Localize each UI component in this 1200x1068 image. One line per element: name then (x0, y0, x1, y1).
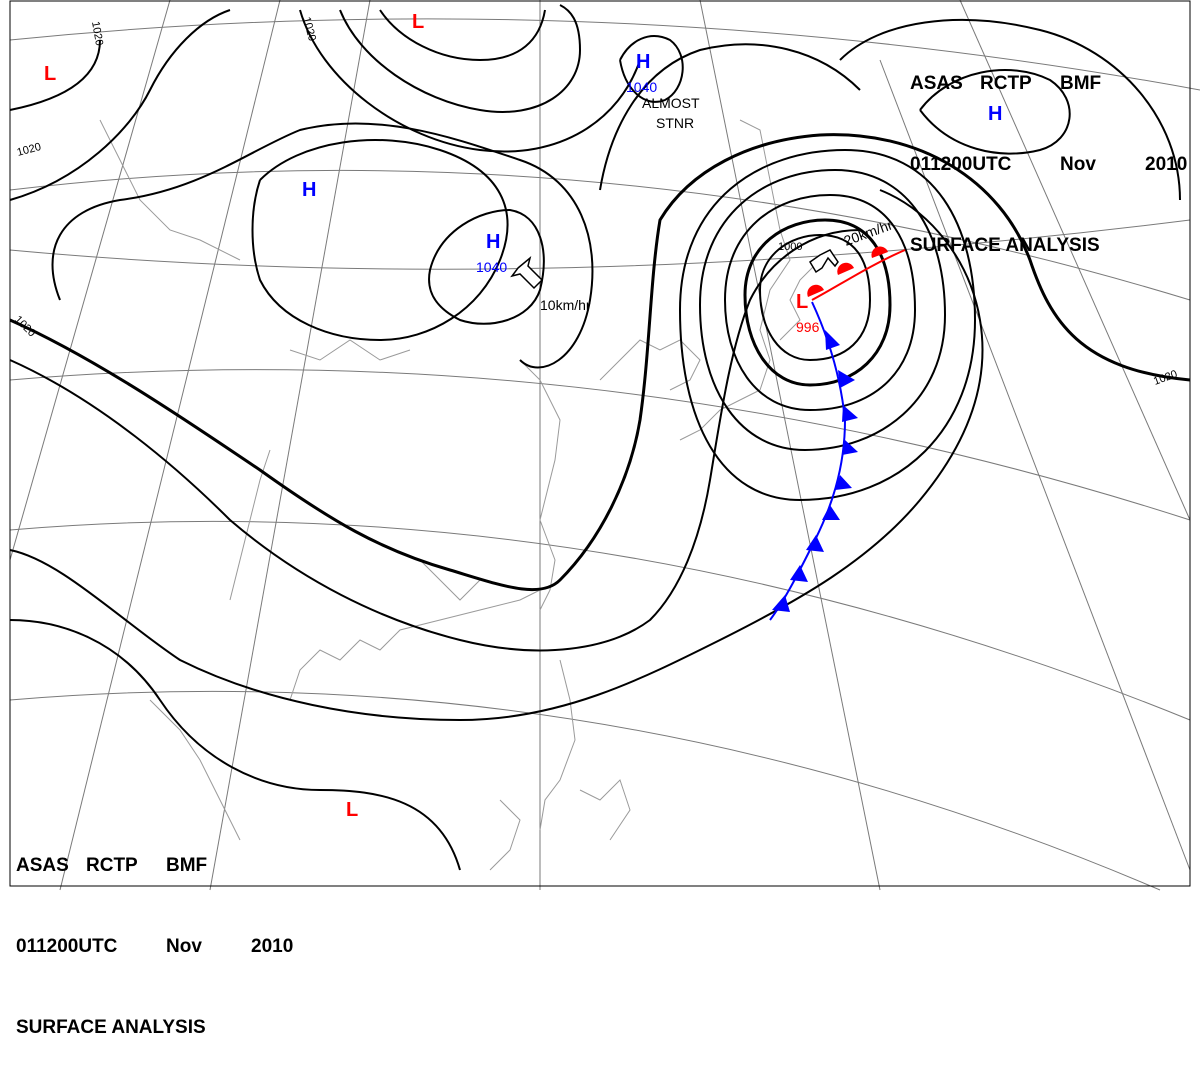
warm-front (807, 246, 906, 301)
high-center-value: 1040 (476, 259, 507, 275)
isobar-label: 1020 (16, 141, 43, 159)
header-office: BMF (166, 855, 208, 876)
motion-speed-label: 10km/hr (540, 297, 591, 313)
isobar-label: 1020 (12, 314, 38, 340)
annotation-line: STNR (656, 115, 694, 131)
header-product: SURFACE ANALYSIS (910, 235, 1100, 256)
graticule (9, 0, 1200, 891)
low-center-label: L (346, 799, 358, 821)
isobar-label: 1000 (778, 241, 802, 253)
high-center-label: H (486, 231, 500, 253)
header-product: SURFACE ANALYSIS (16, 1017, 206, 1038)
motion-speed-label: 20km/hr (842, 216, 895, 248)
header-year: 2010 (1145, 154, 1188, 175)
header-year: 2010 (251, 936, 294, 957)
isobar-label: 1020 (89, 20, 105, 46)
header-station: RCTP (86, 855, 138, 876)
header-bottom-left: ASAS RCTP BMF 011200UTC Nov 2010 SURFACE ANA… (16, 798, 311, 1068)
low-center-label: L (796, 291, 808, 313)
isobar-label: 1020 (1152, 368, 1179, 388)
header-time: 011200UTC (16, 936, 118, 957)
header-agency: ASAS (910, 73, 963, 94)
high-center-value: 1040 (626, 79, 657, 95)
header-top-right: ASAS RCTP BMF 011200UTC Nov 2010 SURFACE ANA… (910, 16, 1200, 286)
header-agency: ASAS (16, 855, 69, 876)
surface-analysis-map: H H 1040 H 1040 H L 996 L L L 1020 1020 … (9, 0, 1200, 1038)
annotation-line: ALMOST (642, 95, 700, 111)
header-time: 011200UTC (910, 154, 1012, 175)
low-center-label: L (44, 63, 56, 85)
high-center-label: H (988, 103, 1002, 125)
weather-chart-canvas: H H 1040 H 1040 H L 996 L L L 1020 1020 … (9, 0, 1200, 891)
coastlines (99, 119, 821, 871)
cold-front (769, 301, 858, 621)
high-center-label: H (636, 51, 650, 73)
motion-arrow-icon (510, 249, 839, 290)
low-center-label: L (412, 11, 424, 33)
low-center-value: 996 (796, 319, 820, 335)
pressure-centers: H H 1040 H 1040 H L 996 L L L (44, 11, 1002, 821)
map-border (9, 0, 1191, 887)
high-center-label: H (302, 179, 316, 201)
header-station: RCTP (980, 73, 1032, 94)
header-office: BMF (1060, 73, 1102, 94)
header-month: Nov (1060, 154, 1096, 175)
isobars (9, 4, 1191, 871)
header-month: Nov (166, 936, 202, 957)
isobar-label: 1020 (300, 16, 318, 43)
